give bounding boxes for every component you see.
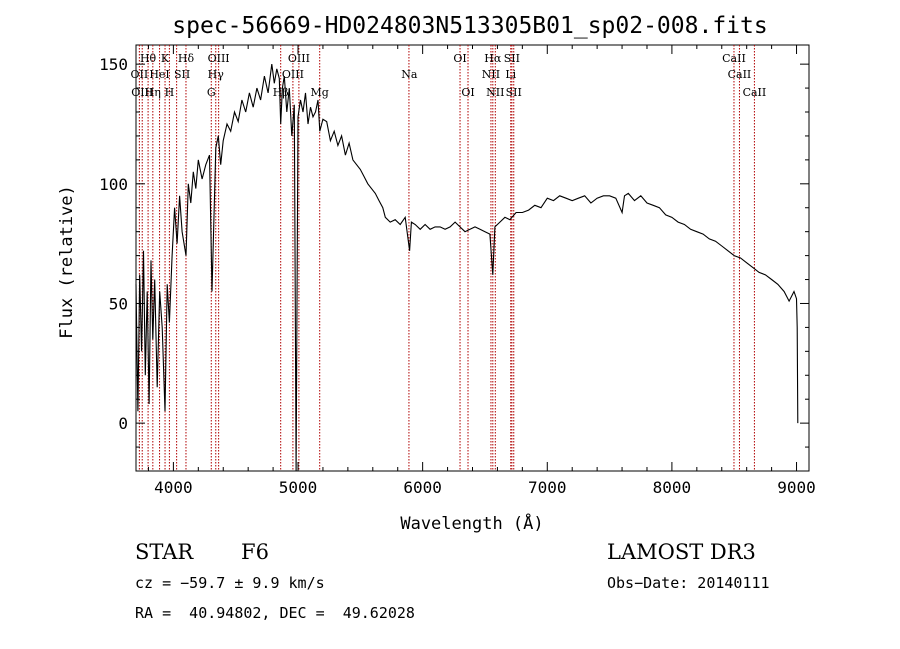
survey-name: LAMOST DR3 — [607, 540, 756, 564]
y-tick-label: 0 — [118, 414, 128, 433]
chart-title: spec-56669-HD024803N513305B01_sp02-008.f… — [172, 13, 767, 39]
line-marker-label-13: OIII — [282, 68, 304, 81]
observation-date: Obs−Date: 20140111 — [607, 574, 770, 592]
line-marker-label-27: CaII — [743, 86, 767, 99]
line-marker-label-16: Li — [505, 68, 516, 81]
line-marker-label-11: SII — [174, 68, 190, 81]
x-axis-label: Wavelength (Å) — [400, 512, 543, 534]
line-marker-label-9: OII — [131, 68, 149, 81]
y-axis-label: Flux (relative) — [57, 185, 77, 339]
line-marker-label-12: Hγ — [208, 68, 225, 81]
line-marker-label-4: OIII — [288, 52, 310, 65]
line-marker-label-8: CaII — [722, 52, 746, 65]
line-marker-label-23: Mg — [311, 86, 329, 99]
line-marker-label-5: OI — [453, 52, 466, 65]
redshift-cz: cz = −59.7 ± 9.9 km/s — [135, 574, 325, 592]
line-marker-label-17: CaII — [728, 68, 752, 81]
y-tick-label: 150 — [99, 55, 128, 74]
line-marker-label-21: G — [207, 86, 216, 99]
plot-frame — [135, 44, 810, 472]
line-markers — [138, 45, 755, 471]
x-tick-label: 5000 — [279, 478, 318, 497]
line-marker-label-20: H — [165, 86, 175, 99]
line-marker-label-19: Hη — [145, 86, 161, 99]
x-tick-label: 6000 — [403, 478, 442, 497]
x-axis-ticks: 4000 5000 6000 7000 8000 9000 — [147, 45, 816, 497]
line-marker-label-10: HeI — [149, 68, 169, 81]
line-marker-label-15: NII — [482, 68, 500, 81]
x-tick-label: 7000 — [528, 478, 567, 497]
y-tick-label: 100 — [99, 175, 128, 194]
line-marker-label-18: OIII — [131, 86, 153, 99]
line-marker-label-25: NII — [486, 86, 504, 99]
spectrum-line — [135, 64, 799, 472]
line-marker-label-0: Hθ — [140, 52, 157, 65]
line-marker-label-6: Hα — [484, 52, 502, 65]
line-marker-label-26: SII — [506, 86, 522, 99]
x-tick-label: 9000 — [777, 478, 816, 497]
ra-dec: RA = 40.94802, DEC = 49.62028 — [135, 604, 415, 622]
line-marker-label-14: Na — [401, 68, 418, 81]
x-tick-label: 8000 — [653, 478, 692, 497]
object-class: STAR — [135, 540, 194, 564]
object-subclass: F6 — [241, 540, 269, 564]
line-marker-label-7: SII — [504, 52, 520, 65]
y-axis-ticks: 0 50 100 150 — [99, 55, 809, 448]
line-marker-label-3: OIII — [208, 52, 230, 65]
line-marker-label-1: K — [161, 52, 170, 65]
y-tick-label: 50 — [109, 294, 128, 313]
x-tick-label: 4000 — [154, 478, 193, 497]
line-marker-label-2: Hδ — [178, 52, 195, 65]
line-marker-label-24: OI — [461, 86, 474, 99]
